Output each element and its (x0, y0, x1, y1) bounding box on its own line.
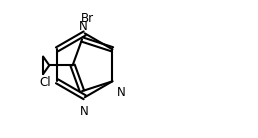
Text: Br: Br (81, 12, 94, 26)
Text: Cl: Cl (39, 76, 51, 89)
Text: N: N (117, 86, 126, 99)
Text: N: N (80, 105, 89, 118)
Text: N: N (79, 20, 88, 33)
